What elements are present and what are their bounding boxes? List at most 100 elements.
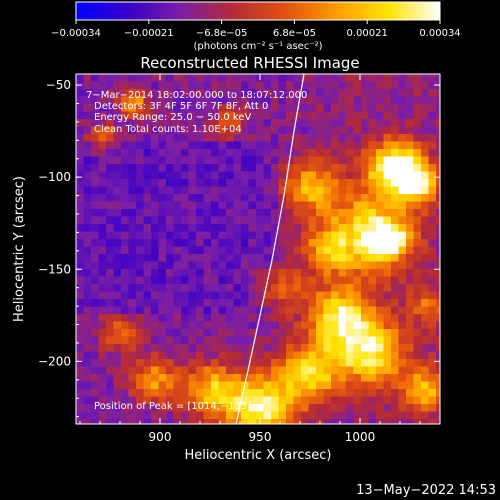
heatmap-cell [181, 81, 189, 90]
heatmap-cell [218, 209, 227, 217]
heatmap-cell [338, 186, 347, 195]
heatmap-cell [143, 299, 152, 307]
heatmap-cell [421, 194, 429, 202]
heatmap-cell [196, 261, 204, 270]
heatmap-cell [188, 119, 197, 127]
heatmap-cell [428, 74, 437, 82]
heatmap-cell [188, 186, 197, 195]
heatmap-cell [428, 171, 437, 180]
heatmap-cell [361, 74, 369, 82]
heatmap-cell [308, 179, 317, 187]
heatmap-cell [173, 411, 182, 420]
heatmap-cell [218, 381, 227, 390]
heatmap-cell [353, 111, 362, 120]
heatmap-cell [301, 156, 309, 165]
heatmap-cell [383, 411, 392, 420]
heatmap-cell [106, 284, 114, 292]
heatmap-cell [406, 419, 414, 424]
heatmap-cell [151, 126, 159, 135]
heatmap-cell [338, 96, 347, 105]
heatmap-cell [428, 284, 437, 292]
heatmap-cell [136, 404, 144, 412]
heatmap-cell [196, 359, 204, 367]
heatmap-cell [211, 216, 219, 225]
heatmap-cell [323, 171, 332, 180]
heatmap-cell [383, 291, 392, 300]
heatmap-cell [413, 96, 422, 105]
heatmap-cell [76, 396, 84, 405]
heatmap-cell [361, 239, 369, 247]
heatmap-cell [376, 239, 384, 247]
heatmap-cell [76, 96, 84, 105]
heatmap-cell [436, 411, 440, 420]
heatmap-cell [338, 351, 347, 360]
heatmap-cell [316, 261, 324, 270]
heatmap-cell [233, 111, 242, 120]
heatmap-cell [376, 119, 384, 127]
heatmap-cell [256, 201, 264, 210]
heatmap-cell [128, 209, 137, 217]
heatmap-cell [113, 89, 122, 97]
heatmap-cell [128, 74, 137, 82]
heatmap-cell [76, 411, 84, 420]
y-axis-label: Heliocentric Y (arcsec) [12, 176, 27, 322]
heatmap-cell [331, 284, 339, 292]
heatmap-cell [233, 299, 242, 307]
heatmap-cell [368, 194, 377, 202]
heatmap-cell [76, 179, 84, 187]
heatmap-cell [166, 96, 174, 105]
heatmap-cell [361, 329, 369, 337]
heatmap-cell [166, 359, 174, 367]
heatmap-cell [263, 74, 272, 82]
heatmap-cell [158, 201, 167, 210]
heatmap-cell [233, 351, 242, 360]
heatmap-cell [188, 336, 197, 345]
heatmap-cell [256, 209, 264, 217]
heatmap-cell [368, 269, 377, 277]
heatmap-cell [158, 306, 167, 315]
heatmap-cell [151, 336, 159, 345]
heatmap-cell [338, 134, 347, 142]
heatmap-cell [293, 179, 302, 187]
heatmap-cell [211, 269, 219, 277]
heatmap-cell [226, 389, 234, 397]
heatmap-cell [263, 194, 272, 202]
heatmap-cell [136, 149, 144, 157]
heatmap-cell [218, 231, 227, 240]
heatmap-cell [241, 81, 249, 90]
heatmap-cell [91, 239, 99, 247]
heatmap-cell [413, 336, 422, 345]
heatmap-cell [316, 299, 324, 307]
heatmap-cell [286, 224, 294, 232]
heatmap-cell [106, 276, 114, 285]
heatmap-cell [308, 89, 317, 97]
heatmap-cell [151, 306, 159, 315]
heatmap-cell [368, 96, 377, 105]
heatmap-cell [151, 194, 159, 202]
heatmap-cell [271, 419, 279, 424]
heatmap-cell [263, 321, 272, 330]
heatmap-cell [323, 231, 332, 240]
heatmap-cell [136, 351, 144, 360]
heatmap-cell [196, 216, 204, 225]
heatmap-cell [376, 81, 384, 90]
heatmap-cell [113, 381, 122, 390]
heatmap-cell [158, 141, 167, 150]
heatmap-cell [353, 396, 362, 405]
heatmap-cell [121, 209, 129, 217]
heatmap-cell [121, 284, 129, 292]
heatmap-cell [226, 291, 234, 300]
heatmap-cell [136, 201, 144, 210]
heatmap-cell [361, 96, 369, 105]
heatmap-cell [151, 224, 159, 232]
heatmap-cell [293, 216, 302, 225]
heatmap-cell [323, 74, 332, 82]
heatmap-cell [301, 194, 309, 202]
heatmap-cell [121, 344, 129, 352]
heatmap-cell [316, 81, 324, 90]
heatmap-cell [286, 276, 294, 285]
heatmap-cell [196, 164, 204, 172]
heatmap-cell [383, 231, 392, 240]
heatmap-cell [263, 224, 272, 232]
heatmap-cell [106, 411, 114, 420]
